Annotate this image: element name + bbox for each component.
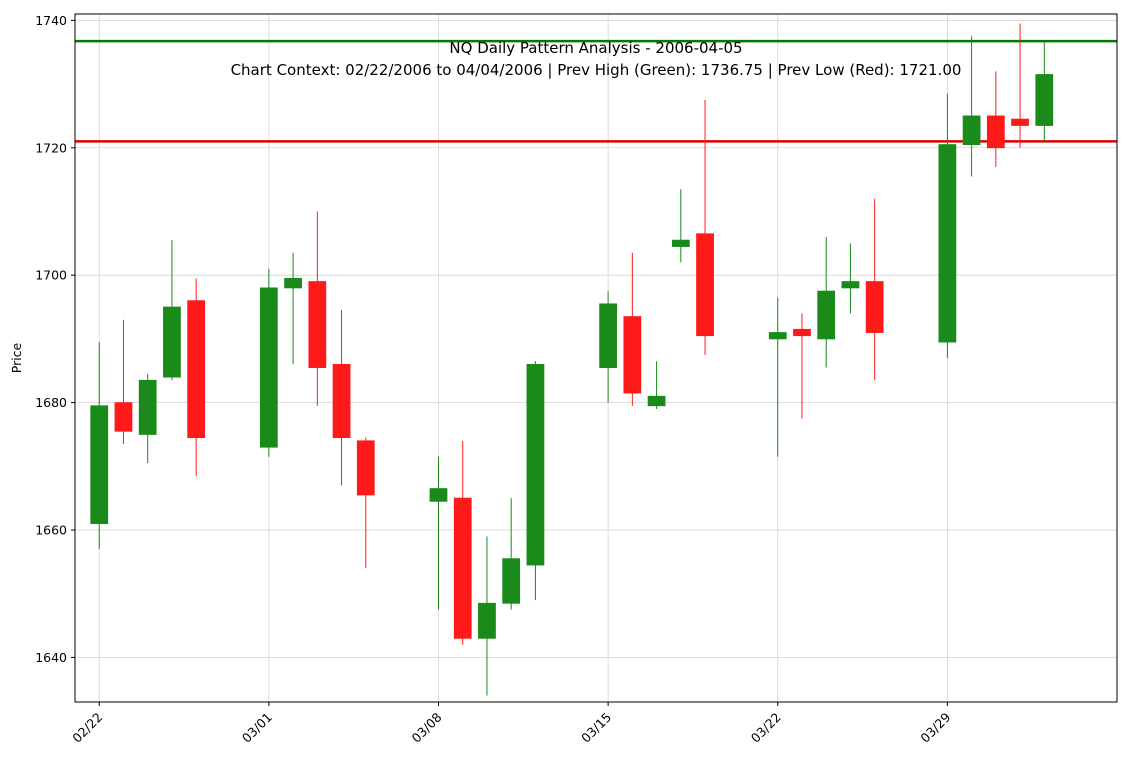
candle	[938, 93, 957, 358]
candles	[90, 23, 1054, 696]
candle-body	[187, 300, 206, 439]
candle-body	[259, 287, 278, 448]
chart-title: NQ Daily Pattern Analysis - 2006-04-05	[449, 39, 742, 57]
candle-body	[841, 281, 860, 289]
candle-body	[284, 277, 302, 289]
candle-body	[453, 497, 472, 639]
candle-body	[599, 303, 617, 368]
candle	[356, 437, 375, 569]
candle-body	[817, 290, 836, 340]
candle	[114, 319, 133, 444]
candle	[478, 536, 496, 696]
candle-body	[768, 332, 787, 340]
candle	[599, 291, 617, 403]
y-axis: 1640 1660 1680 1700 1720 1740	[35, 13, 75, 665]
candle	[793, 313, 811, 419]
candle-body	[429, 488, 448, 502]
candle-body	[1011, 118, 1029, 126]
candle	[308, 211, 327, 406]
candle-body	[138, 379, 157, 435]
y-axis-label: Price	[9, 342, 24, 373]
candle-body	[671, 239, 690, 247]
candle-body	[90, 405, 109, 525]
candle	[259, 268, 278, 457]
y-tick-label: 1720	[35, 140, 67, 155]
candle-body	[623, 316, 642, 394]
candle	[284, 252, 302, 365]
candle	[187, 278, 206, 476]
candle-body	[696, 233, 714, 337]
candle	[623, 252, 642, 406]
candle	[1035, 42, 1054, 142]
candle	[429, 456, 448, 610]
candle	[163, 240, 181, 381]
y-tick-label: 1680	[35, 395, 67, 410]
candle-body	[356, 440, 375, 496]
candle	[841, 243, 860, 314]
candle	[502, 498, 521, 610]
candle	[90, 342, 109, 550]
candle-body	[1035, 74, 1054, 126]
candle-body	[502, 558, 521, 604]
candle-body	[962, 115, 981, 145]
candle	[332, 310, 351, 486]
candle-body	[308, 281, 327, 368]
chart-subtitle: Chart Context: 02/22/2006 to 04/04/2006 …	[231, 61, 962, 79]
y-tick-label: 1660	[35, 523, 67, 538]
candle-body	[647, 395, 666, 407]
candle-body	[478, 602, 496, 639]
candle	[696, 100, 714, 355]
candle	[1011, 23, 1029, 148]
candle-body	[332, 363, 351, 439]
candle-body	[986, 115, 1005, 149]
y-tick-label: 1740	[35, 13, 67, 28]
candle-body	[865, 281, 884, 333]
candle-body	[938, 144, 957, 343]
candle-body	[526, 363, 545, 566]
candle	[526, 361, 545, 601]
candle	[768, 297, 787, 457]
candle	[962, 36, 981, 177]
reference-lines	[75, 39, 1117, 143]
candle	[671, 189, 690, 263]
candle	[647, 361, 666, 409]
candle	[453, 440, 472, 645]
y-tick-label: 1640	[35, 650, 67, 665]
candle-body	[163, 306, 181, 378]
candle-body	[114, 402, 133, 432]
candle-body	[793, 328, 811, 337]
y-tick-label: 1700	[35, 268, 67, 283]
candle	[817, 236, 836, 368]
candle	[138, 373, 157, 464]
plot-frame	[74, 13, 1118, 703]
candle	[865, 198, 884, 381]
candle	[986, 71, 1005, 167]
